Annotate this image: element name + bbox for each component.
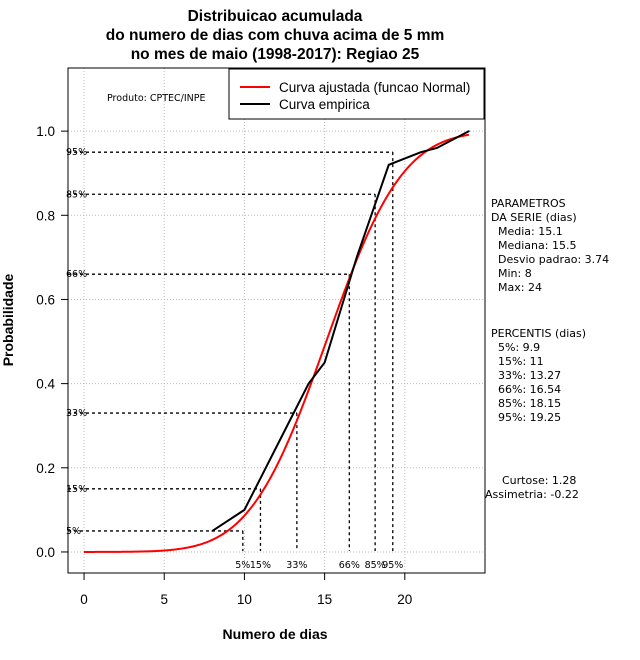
percentile-y-label: 33% [66,408,87,419]
parameter-median: Mediana: 15.5 [498,239,576,252]
empirical-point [355,256,358,259]
x-tick-label: 20 [397,592,412,607]
percentile-x-label: 5% [235,560,250,571]
legend-label-fitted: Curva ajustada (funcao Normal) [279,80,470,95]
legend: Curva ajustada (funcao Normal) Curva emp… [228,68,485,120]
empirical-point [420,151,422,153]
x-tick-label: 10 [237,592,252,607]
axes: 0 5 10 15 20 0.0 0.2 0.4 0.6 0.8 1.0 [36,124,412,607]
percentile-x-label: 85% [365,560,386,571]
x-axis-title: Numero de dias [222,626,327,642]
chart-title-line-3: no mes de maio (1998-2017): Regiao 25 [131,46,420,63]
percentile-x-label: 66% [339,560,360,571]
chart-title-line-1: Distribuicao acumulada [188,8,363,25]
plot-frame [67,67,486,574]
percentile-y-label: 95% [66,147,87,158]
x-tick-label: 15 [317,592,332,607]
parameters-panel: PARAMETROS DA SERIE (dias) Media: 15.1 M… [491,197,609,294]
percentile-15: 15%: 11 [498,355,544,368]
percentile-95: 95%: 19.25 [498,411,561,424]
percentile-85: 85%: 18.15 [498,397,561,410]
y-tick-label: 0.6 [36,292,55,307]
empirical-point [243,509,246,511]
percentile-66: 66%: 16.54 [498,383,561,396]
percentile-y-label: 15% [66,484,87,495]
percentile-x-label: 15% [250,560,271,571]
empirical-point [323,361,326,364]
y-tick-label: 1.0 [36,124,55,139]
y-tick-label: 0.4 [36,377,55,392]
percentile-y-label: 5% [66,526,81,537]
series-layer [84,130,470,553]
parameter-mean: Media: 15.1 [498,225,563,238]
percentile-guides: 5%5%15%15%33%33%66%66%85%85%95%95% [66,147,403,571]
percentile-y-label: 66% [66,269,87,280]
empirical-point [468,130,470,132]
legend-label-empirical: Curva empirica [279,97,370,112]
parameter-sd: Desvio padrao: 3.74 [498,253,609,266]
y-tick-label: 0.8 [36,208,55,223]
percentile-y-label: 85% [66,189,87,200]
percentile-x-label: 33% [286,560,307,571]
empirical-point [436,147,438,149]
percentiles-heading: PERCENTIS (dias) [491,327,586,340]
parameters-heading-1: PARAMETROS [491,197,566,210]
percentiles-panel: PERCENTIS (dias) 5%: 9.9 15%: 11 33%: 13… [491,327,586,424]
empirical-point [275,445,278,448]
percentile-33: 33%: 13.27 [498,369,561,382]
y-tick-label: 0.2 [36,461,55,476]
empirical-point [211,530,214,532]
empirical-curve [211,130,470,532]
stat-kurtosis: Curtose: 1.28 [502,474,576,487]
percentile-x-label: 95% [382,560,403,571]
legend-box [228,68,485,120]
grid-lines [68,68,485,573]
parameters-heading-2: DA SERIE (dias) [491,211,577,224]
shape-stats: Curtose: 1.28 Assimetria: -0.22 [485,474,579,501]
stat-skewness: Assimetria: -0.22 [485,488,579,501]
percentile-5: 5%: 9.9 [498,341,540,354]
producer-note: Produto: CPTEC/INPE [107,93,206,104]
y-axis-title: Probabilidade [0,274,16,367]
parameter-min: Min: 8 [498,267,532,280]
x-tick-label: 5 [160,592,168,607]
chart-title-line-2: do numero de dias com chuva acima de 5 m… [106,27,445,44]
parameter-max: Max: 24 [498,281,542,294]
fitted-normal-curve [84,133,470,553]
y-tick-label: 0.0 [36,545,55,560]
x-tick-label: 0 [80,592,88,607]
empirical-point [387,163,390,166]
empirical-point [307,382,310,385]
